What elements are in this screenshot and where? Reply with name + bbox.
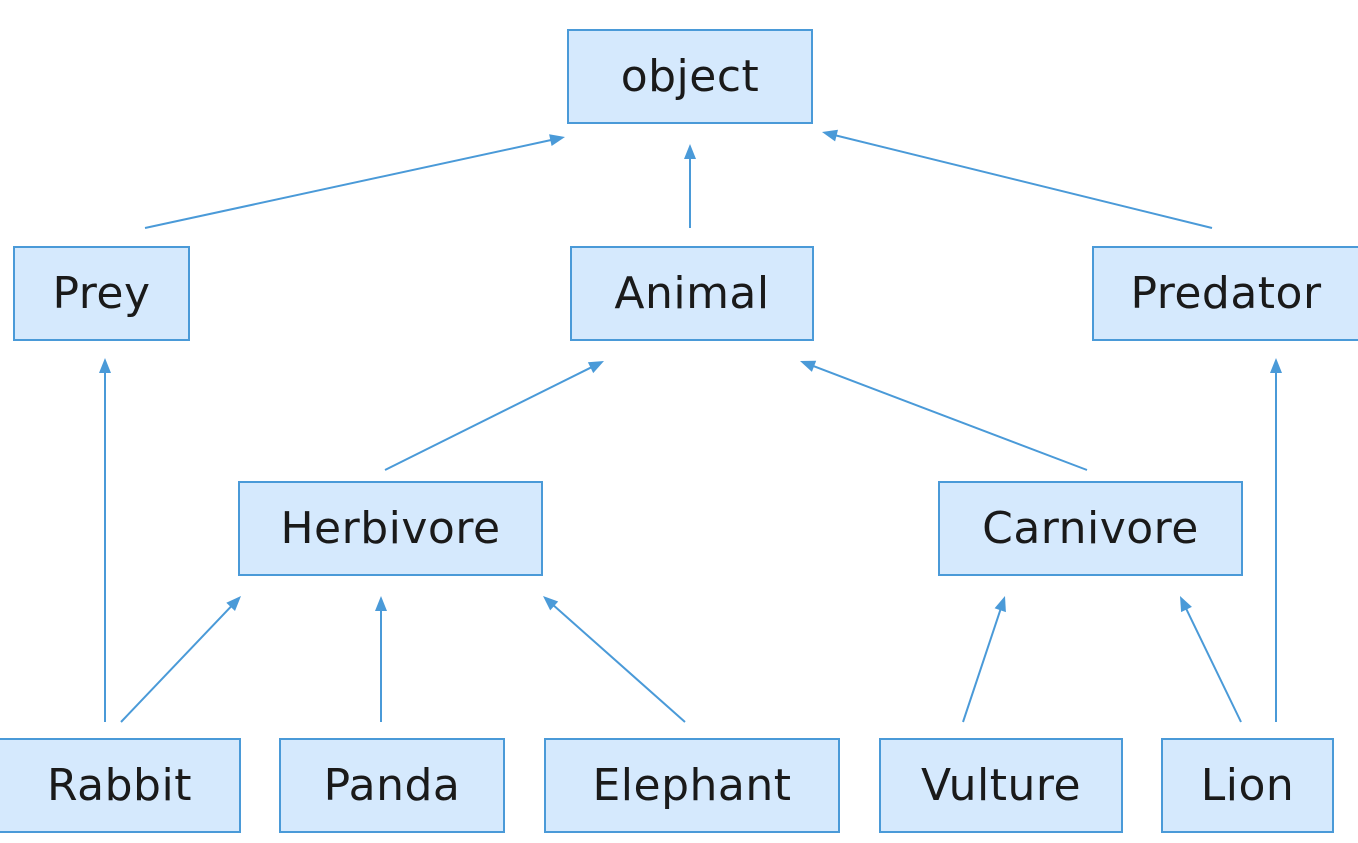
node-vulture: Vulture — [879, 738, 1123, 833]
arrowhead-icon — [800, 360, 817, 372]
arrowhead-icon — [226, 596, 241, 611]
edge-line — [144, 138, 553, 229]
edge-lion-carnivore — [1180, 596, 1242, 723]
arrowhead-icon — [1180, 596, 1192, 613]
arrowhead-icon — [587, 361, 604, 374]
edge-rabbit-herbivore — [120, 596, 241, 723]
edge-carnivore-animal — [800, 360, 1088, 471]
node-carnivore: Carnivore — [938, 481, 1243, 576]
arrowhead-icon — [684, 144, 696, 159]
node-predator: Predator — [1092, 246, 1358, 341]
arrowhead-icon — [543, 596, 559, 611]
arrowhead-icon — [994, 596, 1006, 613]
edge-vulture-carnivore — [962, 596, 1006, 723]
node-lion: Lion — [1161, 738, 1334, 833]
edge-line — [834, 134, 1213, 229]
edge-line — [552, 603, 686, 723]
node-object: object — [567, 29, 813, 124]
edge-lion-predator — [1270, 358, 1282, 722]
arrowhead-icon — [99, 358, 111, 373]
node-rabbit: Rabbit — [0, 738, 241, 833]
arrowhead-icon — [375, 596, 387, 611]
edge-herbivore-animal — [384, 361, 604, 471]
edge-line — [384, 365, 593, 471]
edge-line — [1184, 607, 1242, 723]
node-elephant: Elephant — [544, 738, 840, 833]
edge-animal-object — [684, 144, 696, 228]
node-prey: Prey — [13, 246, 190, 341]
node-panda: Panda — [279, 738, 505, 833]
edge-rabbit-prey — [99, 358, 111, 722]
edge-prey-object — [144, 134, 565, 229]
edge-line — [811, 364, 1088, 471]
edge-elephant-herbivore — [543, 596, 686, 723]
edge-line — [120, 604, 233, 723]
node-animal: Animal — [570, 246, 814, 341]
edge-panda-herbivore — [375, 596, 387, 722]
edge-predator-object — [822, 129, 1213, 229]
arrowhead-icon — [549, 134, 565, 146]
arrowhead-icon — [822, 129, 838, 142]
arrowhead-icon — [1270, 358, 1282, 373]
edge-line — [962, 608, 1002, 723]
node-herbivore: Herbivore — [238, 481, 543, 576]
